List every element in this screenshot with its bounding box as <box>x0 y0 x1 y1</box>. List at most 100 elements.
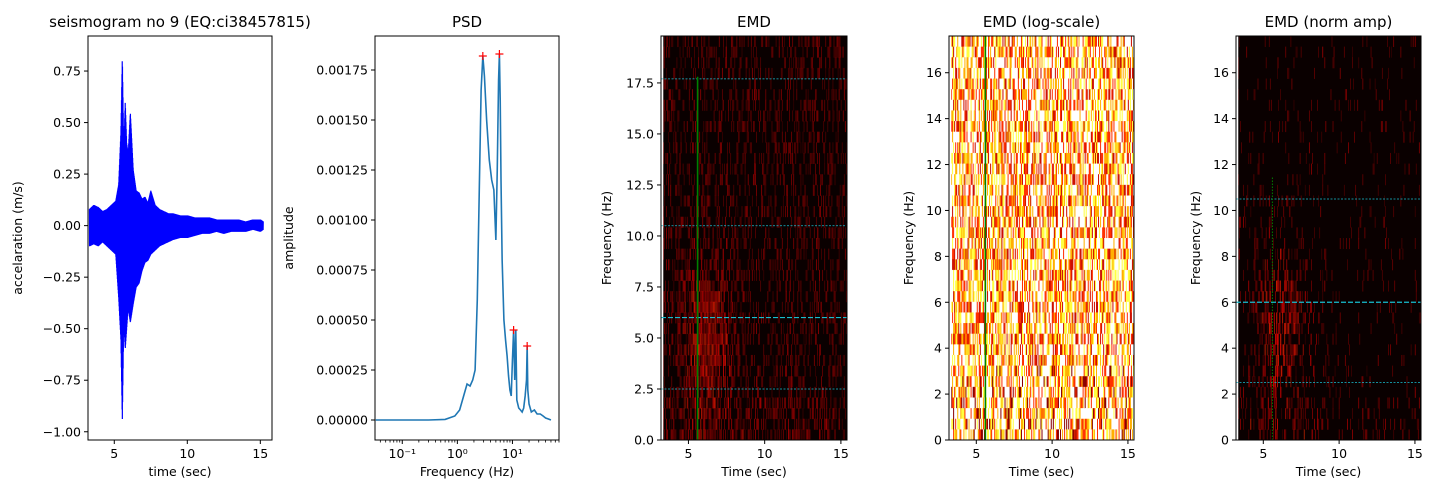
y-tick-label: 6 <box>1221 295 1229 310</box>
x-tick-label: 10 <box>757 446 773 461</box>
heatmap-left-gap <box>1236 36 1239 440</box>
y-tick-label: 8 <box>934 249 942 264</box>
y-tick-label: 12 <box>926 157 942 172</box>
psd-peak-marker <box>523 342 532 350</box>
x-tick-label: 10⁰ <box>447 446 468 461</box>
heatmap-cells <box>661 36 847 440</box>
y-tick-label: 8 <box>1221 249 1229 264</box>
x-tick-label: 10 <box>1331 446 1347 461</box>
x-axis: 5 10 15 <box>972 440 1136 461</box>
plot-area <box>88 61 264 419</box>
x-tick-label: 10 <box>179 446 195 461</box>
y-tick-label: 0.00050 <box>316 313 368 328</box>
y-tick-label: 14 <box>1213 111 1229 126</box>
chart-title: EMD <box>737 13 771 31</box>
heatmap-background <box>1236 36 1421 440</box>
y-tick-label: 0.75 <box>53 64 81 79</box>
axes-frame <box>1235 35 1422 441</box>
panel-1: 5 10 15 −1.00 −0.75 −0.50 −0.25 0.00 0.25 0.50 0.7… <box>10 13 311 479</box>
y-tick-label: 15.0 <box>626 126 654 141</box>
x-axis-label: Frequency (Hz) <box>420 464 514 479</box>
x-tick-label: 10 <box>1044 446 1060 461</box>
y-axis-label: Frequency (Hz) <box>1188 191 1203 285</box>
y-axis-label: Frequency (Hz) <box>599 191 614 285</box>
x-axis-label: Time (sec) <box>720 464 786 479</box>
y-tick-label: −1.00 <box>43 424 81 439</box>
psd-line <box>375 53 552 421</box>
y-tick-label: 0.0 <box>634 433 654 448</box>
heatmap-cells <box>1236 36 1421 440</box>
x-tick-label: 5 <box>110 446 118 461</box>
axes-frame <box>87 35 273 441</box>
y-tick-label: 16 <box>1213 65 1229 80</box>
y-axis: 0 2 4 6 8 10 12 14 16 <box>1213 65 1236 448</box>
y-tick-label: 0.00125 <box>316 163 368 178</box>
y-tick-label: 0.50 <box>53 115 81 130</box>
chart-title: EMD (log-scale) <box>983 13 1100 31</box>
chart-title: EMD (norm amp) <box>1265 13 1393 31</box>
y-tick-label: 0.00025 <box>316 363 368 378</box>
y-tick-label: 10 <box>1213 203 1229 218</box>
plot-area <box>949 36 1134 440</box>
y-tick-label: 6 <box>934 295 942 310</box>
heatmap-cells <box>949 36 1134 440</box>
y-tick-label: 0.25 <box>53 167 81 182</box>
y-axis-label: amplitude <box>281 206 296 269</box>
plot-area <box>1236 36 1421 440</box>
axes-frame <box>660 35 848 441</box>
y-tick-label: 5.0 <box>634 330 654 345</box>
y-tick-label: 2 <box>934 387 942 402</box>
y-tick-label: 4 <box>1221 341 1229 356</box>
y-tick-label: 0.00175 <box>316 63 368 78</box>
y-tick-label: 2.5 <box>634 381 654 396</box>
y-tick-label: 0 <box>934 433 942 448</box>
y-tick-label: 0 <box>1221 433 1229 448</box>
y-tick-label: 12.5 <box>626 177 654 192</box>
y-axis: 0.00000 0.00025 0.00050 0.00075 0.00100 0.001… <box>316 63 375 428</box>
y-tick-label: 17.5 <box>626 75 654 90</box>
x-tick-label: 10¹ <box>502 446 523 461</box>
y-tick-label: 7.5 <box>634 279 654 294</box>
heatmap-left-gap <box>949 36 952 440</box>
axes-frame <box>948 35 1135 441</box>
panel-5: 5 10 15 0 2 4 6 8 10 12 14 16 EMD (norm amp) Time (se… <box>1188 13 1423 479</box>
panel-3: 5 10 15 0.0 2.5 5.0 7.5 10.0 12.5 15.0 17.5 EMD Time… <box>599 13 849 479</box>
heatmap-left-gap <box>661 36 664 440</box>
x-axis-label: Time (sec) <box>1008 464 1074 479</box>
x-tick-label: 10⁻¹ <box>389 446 417 461</box>
x-axis: 5 10 15 <box>684 440 849 461</box>
x-axis-label: Time (sec) <box>1295 464 1361 479</box>
axes-frame <box>374 35 560 441</box>
x-tick-label: 5 <box>684 446 692 461</box>
y-axis: 0 2 4 6 8 10 12 14 16 <box>926 65 949 448</box>
seismogram-trace <box>88 61 264 419</box>
chart-title: seismogram no 9 (EQ:ci38457815) <box>49 13 311 31</box>
y-tick-label: 0.00100 <box>316 213 368 228</box>
y-tick-label: 0.00075 <box>316 263 368 278</box>
psd-peak-marker <box>509 326 518 334</box>
x-tick-label: 15 <box>1120 446 1136 461</box>
panel-2: 10⁻¹ 10⁰ 10¹0.000000.000250.000500.000750.… <box>281 13 560 479</box>
x-axis: 5 10 15 <box>1259 440 1423 461</box>
y-axis: −1.00 −0.75 −0.50 −0.25 0.00 0.25 0.50 0.75 <box>43 64 88 439</box>
x-axis: 10⁻¹ 10⁰ 10¹ <box>379 440 560 461</box>
x-tick-label: 15 <box>833 446 849 461</box>
psd-peak-marker <box>495 50 504 58</box>
y-tick-label: −0.75 <box>43 373 81 388</box>
plot-area <box>375 50 552 421</box>
y-tick-label: 2 <box>1221 387 1229 402</box>
y-axis-label: accelaration (m/s) <box>10 181 25 295</box>
x-axis-label: time (sec) <box>148 464 211 479</box>
y-axis: 0.0 2.5 5.0 7.5 10.0 12.5 15.0 17.5 <box>626 75 661 448</box>
y-tick-label: −0.25 <box>43 270 81 285</box>
y-tick-label: 0.00150 <box>316 113 368 128</box>
y-tick-label: 10 <box>926 203 942 218</box>
panel-4: 5 10 15 0 2 4 6 8 10 12 14 16 EMD (log-scale) Time (s… <box>901 13 1136 479</box>
y-tick-label: 4 <box>934 341 942 356</box>
y-tick-label: 0.00000 <box>316 413 368 428</box>
plot-area <box>661 36 847 440</box>
y-tick-label: 0.00 <box>53 218 81 233</box>
chart-title: PSD <box>452 13 482 31</box>
x-axis: 5 10 15 <box>110 440 268 461</box>
